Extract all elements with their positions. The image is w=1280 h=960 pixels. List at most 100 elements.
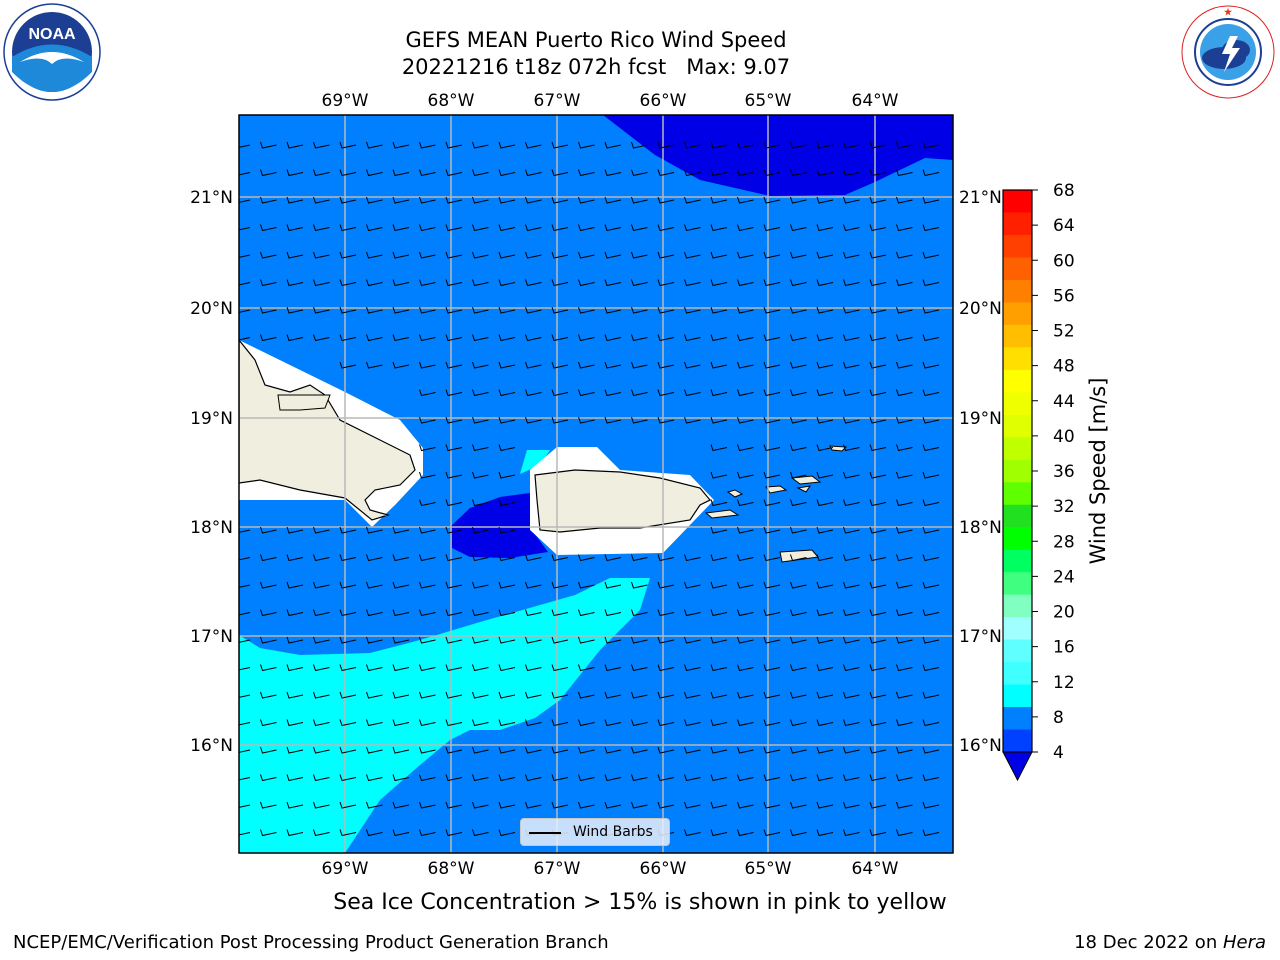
wind-barb [657, 554, 675, 562]
wind-barb [366, 334, 383, 342]
wind-barb [790, 691, 807, 699]
wind-barb [896, 416, 913, 424]
wind-barb [286, 581, 304, 589]
wind-barb [869, 141, 887, 149]
wind-barb [763, 224, 781, 232]
wind-barb [869, 554, 887, 562]
wind-barb [631, 224, 648, 232]
wind-barb [737, 196, 754, 204]
colorbar-segment [1003, 504, 1032, 528]
wind-barb [922, 554, 940, 562]
wind-barb [684, 664, 701, 672]
hispaniola-bay [277, 394, 331, 411]
wind-barb [525, 746, 542, 754]
wind-barb [684, 306, 701, 314]
wind-barb [684, 829, 701, 837]
wind-barb [498, 801, 516, 809]
wind-barb [896, 141, 913, 149]
wind-barb [239, 282, 251, 286]
wind-barb [419, 196, 436, 204]
wind-barb [684, 361, 701, 369]
wind-barb [710, 416, 728, 424]
wind-barb [896, 471, 913, 479]
wind-band-below-4-north [603, 115, 953, 196]
wind-barb [710, 691, 728, 699]
wind-barb [896, 389, 913, 397]
wind-barb [392, 306, 410, 314]
wind-barb [922, 581, 940, 589]
wind-barb [419, 499, 436, 507]
wind-barb [578, 719, 595, 727]
wind-barb [419, 251, 436, 259]
wind-barb [869, 581, 887, 589]
colorbar-segment [1003, 729, 1032, 753]
wind-barb [922, 719, 940, 727]
wind-barb [657, 306, 675, 314]
wind-barb [313, 526, 330, 534]
colorbar-segment [1003, 347, 1032, 371]
wind-barb [922, 526, 940, 534]
lat-label-right: 20°N [959, 299, 1002, 319]
wind-barb [684, 746, 701, 754]
wind-barb [816, 609, 834, 617]
wind-barb [604, 801, 622, 809]
wind-barb [366, 609, 383, 617]
wind-barb [710, 829, 728, 837]
wind-barb [392, 801, 410, 809]
wind-barb [843, 609, 860, 617]
wind-barb [392, 361, 410, 369]
wind-barb [790, 471, 807, 479]
wind-barb [710, 746, 728, 754]
wind-barb [551, 361, 569, 369]
wind-barb [763, 609, 781, 617]
colorbar-tick-label: 40 [1053, 427, 1075, 447]
wind-barb [631, 306, 648, 314]
wind-barb [445, 554, 463, 562]
wind-barb [313, 554, 330, 562]
colorbar-tick-label: 4 [1053, 743, 1064, 763]
wind-barb [843, 774, 860, 782]
wind-barb [419, 169, 436, 177]
wind-barb [843, 554, 860, 562]
wind-barb [922, 389, 940, 397]
wind-barb [604, 554, 622, 562]
wind-barb [869, 471, 887, 479]
footer-machine: Hera [1222, 932, 1266, 953]
wind-barb [366, 224, 383, 232]
wind-barb [260, 141, 277, 149]
wind-barb [657, 389, 675, 397]
wind-barb [578, 334, 595, 342]
wind-barb [260, 636, 277, 644]
wind-barb [816, 169, 834, 177]
wind-barb [922, 664, 940, 672]
wind-barb [472, 801, 489, 809]
colorbar-extend-arrow [1002, 751, 1033, 782]
wind-barb [657, 169, 675, 177]
colorbar-segment [1003, 707, 1032, 731]
wind-barb [472, 664, 489, 672]
wind-barb [896, 251, 913, 259]
wind-barb [239, 144, 251, 148]
wind-barb [816, 526, 834, 534]
wind-barb [498, 829, 516, 837]
colorbar-segment [1003, 549, 1032, 573]
wind-barb [260, 719, 277, 727]
wind-barb [896, 774, 913, 782]
wind-barb [260, 224, 277, 232]
wind-barb [239, 722, 251, 726]
wind-barb [366, 691, 383, 699]
wind-barb [472, 554, 489, 562]
wind-barb [790, 829, 807, 837]
wind-barb [604, 609, 622, 617]
wind-barb [286, 224, 304, 232]
wind-barb [922, 361, 940, 369]
wind-barb [710, 389, 728, 397]
wind-barb [445, 746, 463, 754]
wind-barb [392, 829, 410, 837]
wind-barb [869, 746, 887, 754]
wind-barb [869, 526, 887, 534]
wind-barb [843, 279, 860, 287]
wind-barb [843, 334, 860, 342]
wind-barb [843, 664, 860, 672]
wind-barb [472, 224, 489, 232]
